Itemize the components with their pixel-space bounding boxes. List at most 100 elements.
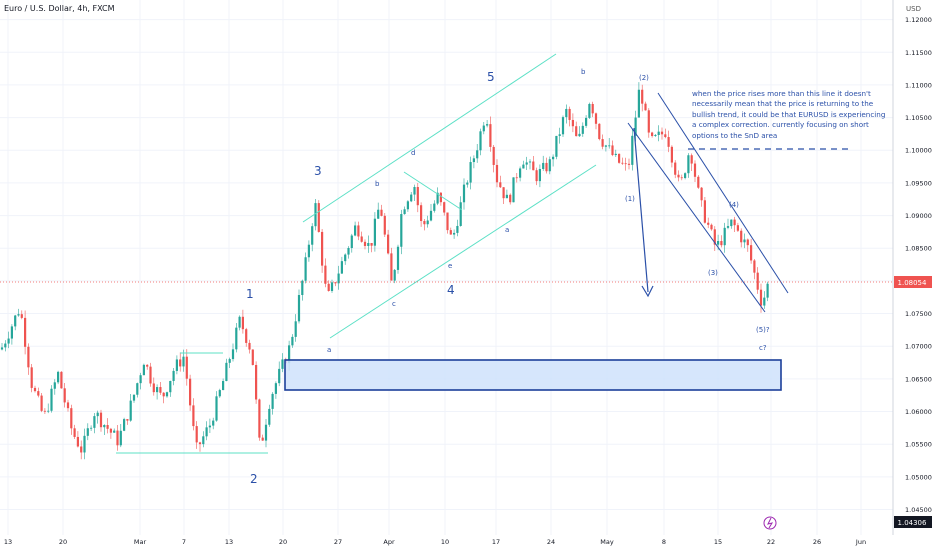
falling-channel-lower[interactable]	[627, 122, 766, 313]
wave-label-w3: (3)	[708, 269, 718, 277]
candle	[337, 265, 340, 290]
candle	[690, 153, 693, 171]
candle	[482, 122, 485, 135]
candle	[693, 160, 697, 182]
candle	[228, 357, 231, 368]
candle	[651, 131, 654, 138]
candle	[538, 164, 541, 188]
candle	[578, 126, 581, 138]
candle	[535, 167, 538, 186]
candle	[354, 221, 357, 237]
current-price-label: 1.08054	[898, 279, 927, 287]
candle	[733, 216, 736, 232]
candle	[703, 197, 706, 224]
candle	[370, 242, 373, 253]
candle	[189, 374, 192, 411]
candle	[406, 200, 409, 212]
candle	[674, 160, 677, 179]
candle	[624, 157, 627, 171]
wave-label-w4: (4)	[729, 201, 739, 209]
candle	[241, 309, 244, 334]
time-axis: 13 20 Mar 7 13 20 27 Apr 10 17 24 May 8 15 22 26 Jun	[4, 538, 866, 546]
analysis-note: when the price rises more than this line…	[692, 89, 886, 140]
candle	[307, 240, 310, 262]
candle	[581, 122, 584, 137]
candle	[552, 154, 555, 167]
candle	[363, 239, 367, 250]
candle	[291, 334, 294, 348]
candle	[383, 212, 386, 237]
price-axis: 1.12000 1.11500 1.11000 1.10500 1.10000 1.095…	[905, 16, 932, 514]
candle	[149, 362, 152, 387]
candle	[27, 343, 30, 375]
candle	[152, 377, 155, 396]
triangle-line[interactable]	[403, 171, 463, 211]
currency-label: USD	[906, 5, 921, 13]
candle	[225, 358, 228, 382]
snd-zone[interactable]	[284, 359, 782, 391]
candle	[436, 187, 439, 206]
candle	[670, 145, 673, 168]
candle	[73, 424, 76, 440]
candle	[245, 327, 248, 347]
candle	[743, 233, 746, 249]
candle	[175, 355, 178, 375]
candle	[334, 281, 337, 287]
candle	[264, 419, 268, 448]
candle	[604, 144, 607, 152]
y-tick-label: 1.09500	[905, 179, 932, 187]
candle	[350, 233, 353, 253]
channel-lower-line[interactable]	[329, 164, 597, 339]
candle	[396, 244, 400, 274]
candle	[281, 353, 284, 373]
candle	[598, 123, 601, 141]
candle	[528, 159, 532, 170]
candle	[373, 212, 376, 252]
candle	[139, 372, 142, 390]
candle	[532, 155, 535, 171]
candle	[677, 170, 680, 182]
candle	[548, 156, 551, 175]
candle	[208, 418, 211, 434]
candle	[66, 399, 70, 412]
candle	[634, 110, 637, 142]
wave-label-w1: (1)	[625, 195, 635, 203]
y-tick-label: 1.09000	[905, 212, 932, 220]
candle	[268, 404, 271, 427]
candle	[192, 398, 195, 431]
candle	[321, 228, 324, 273]
channel-upper-line[interactable]	[302, 53, 557, 223]
candle	[50, 385, 53, 413]
lightning-bolt	[767, 517, 774, 529]
x-tick-label: 13	[4, 538, 12, 546]
candle	[126, 418, 129, 425]
x-tick-label: 10	[441, 538, 449, 546]
candle	[113, 428, 116, 433]
candle	[251, 349, 254, 366]
candle	[159, 382, 162, 395]
candle	[697, 175, 700, 189]
y-tick-label: 1.08500	[905, 245, 932, 253]
candle	[255, 361, 258, 404]
x-tick-label: Mar	[134, 538, 147, 546]
candle	[545, 157, 548, 174]
candle	[707, 217, 710, 229]
candle	[340, 256, 343, 274]
candle	[324, 258, 327, 288]
candle	[14, 314, 17, 331]
candle	[274, 381, 277, 399]
candle	[420, 202, 423, 227]
candle	[588, 102, 591, 120]
candle	[647, 108, 650, 138]
sub-label-d: d	[411, 149, 415, 157]
candle	[446, 212, 449, 234]
x-tick-label: 15	[714, 538, 722, 546]
falling-channel-upper[interactable]	[657, 92, 789, 294]
candle	[565, 104, 568, 124]
candle	[558, 127, 561, 144]
arrow-head	[641, 285, 654, 298]
candle	[571, 113, 574, 133]
candle	[453, 229, 456, 239]
